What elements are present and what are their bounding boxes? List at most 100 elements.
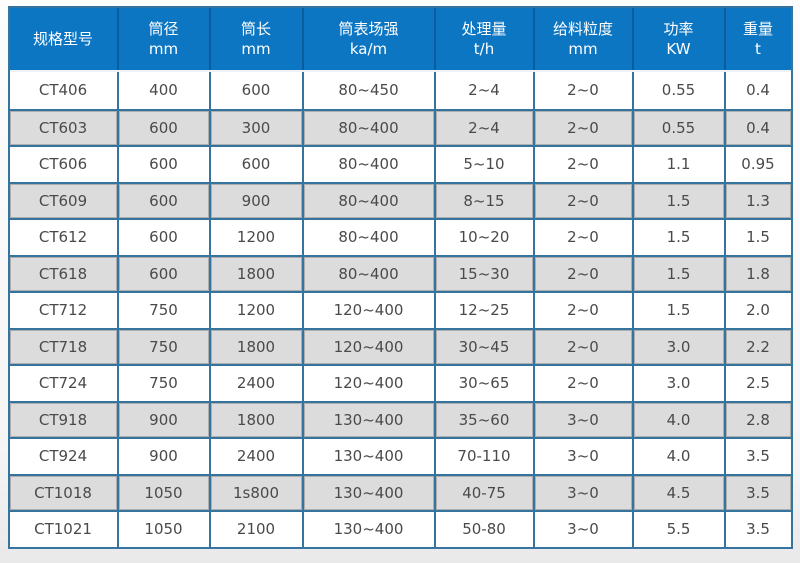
table-row: CT618 600 1800 80~400 15~30 2~0 1.5 1.8 bbox=[9, 254, 791, 291]
value-cell: 1.8 bbox=[725, 256, 791, 291]
table-row: CT609 600 900 80~400 8~15 2~0 1.5 1.3 bbox=[9, 181, 791, 218]
value-cell: 600 bbox=[118, 256, 211, 291]
column-header-2: 筒径 mm bbox=[119, 8, 211, 70]
column-label: 功率 bbox=[663, 19, 694, 38]
value-cell: 120~400 bbox=[303, 293, 436, 328]
column-unit: t bbox=[755, 40, 761, 58]
value-cell: 1800 bbox=[210, 329, 304, 364]
model-cell: CT918 bbox=[9, 402, 119, 437]
model-cell: CT712 bbox=[9, 293, 119, 328]
value-cell: 2~0 bbox=[534, 293, 634, 328]
table-row: CT406 400 600 80~450 2~4 2~0 0.55 0.4 bbox=[9, 72, 791, 109]
value-cell: 130~400 bbox=[303, 402, 436, 437]
value-cell: 900 bbox=[210, 183, 304, 218]
table-row: CT918 900 1800 130~400 35~60 3~0 4.0 2.8 bbox=[9, 400, 791, 437]
column-unit: t/h bbox=[473, 40, 495, 58]
column-unit: ka/m bbox=[349, 40, 388, 58]
value-cell: 2~0 bbox=[534, 147, 634, 182]
value-cell: 70-110 bbox=[435, 439, 535, 474]
value-cell: 5.5 bbox=[633, 512, 726, 547]
column-label: 规格型号 bbox=[32, 29, 93, 48]
column-header-7: 功率 KW bbox=[634, 8, 726, 70]
column-label: 重量 bbox=[742, 19, 773, 38]
value-cell: 2.0 bbox=[725, 293, 791, 328]
model-cell: CT606 bbox=[9, 147, 119, 182]
value-cell: 80~450 bbox=[303, 72, 436, 109]
column-label: 筒径 bbox=[148, 19, 179, 38]
value-cell: 600 bbox=[118, 183, 211, 218]
model-cell: CT603 bbox=[9, 110, 119, 145]
column-unit: mm bbox=[148, 40, 179, 58]
value-cell: 1050 bbox=[118, 512, 211, 547]
value-cell: 2~0 bbox=[534, 72, 634, 109]
table-row: CT718 750 1800 120~400 30~45 2~0 3.0 2.2 bbox=[9, 327, 791, 364]
value-cell: 1.1 bbox=[633, 147, 726, 182]
column-header-8: 重量 t bbox=[726, 8, 791, 70]
value-cell: 600 bbox=[118, 147, 211, 182]
value-cell: 600 bbox=[210, 72, 304, 109]
table-row: CT1021 1050 2100 130~400 50-80 3~0 5.5 3.5 bbox=[9, 510, 791, 547]
value-cell: 750 bbox=[118, 329, 211, 364]
value-cell: 2~0 bbox=[534, 366, 634, 401]
value-cell: 80~400 bbox=[303, 147, 436, 182]
value-cell: 1.5 bbox=[633, 256, 726, 291]
value-cell: 1200 bbox=[210, 293, 304, 328]
spec-table: 规格型号 筒径 mm 筒长 mm 筒表场强 ka/m 处理量 t/h 给料粒度 mm 功率 KW 重量 t … bbox=[7, 6, 793, 549]
model-cell: CT1018 bbox=[9, 475, 119, 510]
table-row: CT612 600 1200 80~400 10~20 2~0 1.5 1.5 bbox=[9, 218, 791, 255]
table-row: CT712 750 1200 120~400 12~25 2~0 1.5 2.0 bbox=[9, 291, 791, 328]
value-cell: 2~0 bbox=[534, 183, 634, 218]
value-cell: 15~30 bbox=[435, 256, 535, 291]
column-header-5: 处理量 t/h bbox=[436, 8, 535, 70]
model-cell: CT618 bbox=[9, 256, 119, 291]
value-cell: 0.95 bbox=[725, 147, 791, 182]
value-cell: 80~400 bbox=[303, 256, 436, 291]
model-cell: CT924 bbox=[9, 439, 119, 474]
table-row: CT1018 1050 1s800 130~400 40-75 3~0 4.5 3.5 bbox=[9, 473, 791, 510]
value-cell: 0.55 bbox=[633, 110, 726, 145]
column-unit: KW bbox=[666, 40, 691, 58]
value-cell: 600 bbox=[118, 220, 211, 255]
column-unit: mm bbox=[241, 40, 271, 58]
value-cell: 1.3 bbox=[725, 183, 791, 218]
value-cell: 40-75 bbox=[435, 475, 535, 510]
value-cell: 3.0 bbox=[633, 329, 726, 364]
value-cell: 750 bbox=[118, 293, 211, 328]
model-cell: CT1021 bbox=[9, 512, 119, 547]
value-cell: 750 bbox=[118, 366, 211, 401]
value-cell: 3~0 bbox=[534, 439, 634, 474]
value-cell: 35~60 bbox=[435, 402, 535, 437]
value-cell: 80~400 bbox=[303, 220, 436, 255]
value-cell: 0.55 bbox=[633, 72, 726, 109]
value-cell: 120~400 bbox=[303, 366, 436, 401]
value-cell: 1.5 bbox=[633, 220, 726, 255]
column-label: 筒表场强 bbox=[338, 19, 399, 38]
value-cell: 2.5 bbox=[725, 366, 791, 401]
value-cell: 4.0 bbox=[633, 439, 726, 474]
value-cell: 5~10 bbox=[435, 147, 535, 182]
value-cell: 2400 bbox=[210, 366, 304, 401]
value-cell: 400 bbox=[118, 72, 211, 109]
value-cell: 1.5 bbox=[725, 220, 791, 255]
value-cell: 130~400 bbox=[303, 512, 436, 547]
value-cell: 120~400 bbox=[303, 329, 436, 364]
model-cell: CT609 bbox=[9, 183, 119, 218]
value-cell: 12~25 bbox=[435, 293, 535, 328]
value-cell: 2.2 bbox=[725, 329, 791, 364]
value-cell: 30~65 bbox=[435, 366, 535, 401]
value-cell: 300 bbox=[210, 110, 304, 145]
value-cell: 2~0 bbox=[534, 329, 634, 364]
column-label: 处理量 bbox=[461, 19, 507, 38]
table-body: CT406 400 600 80~450 2~4 2~0 0.55 0.4 CT603 600 30… bbox=[9, 72, 791, 547]
model-cell: CT612 bbox=[9, 220, 119, 255]
value-cell: 0.4 bbox=[725, 72, 791, 109]
value-cell: 1050 bbox=[118, 475, 211, 510]
table-row: CT606 600 600 80~400 5~10 2~0 1.1 0.95 bbox=[9, 145, 791, 182]
model-cell: CT718 bbox=[9, 329, 119, 364]
value-cell: 2~4 bbox=[435, 110, 535, 145]
table-row: CT603 600 300 80~400 2~4 2~0 0.55 0.4 bbox=[9, 108, 791, 145]
value-cell: 3.5 bbox=[725, 439, 791, 474]
value-cell: 900 bbox=[118, 402, 211, 437]
value-cell: 8~15 bbox=[435, 183, 535, 218]
